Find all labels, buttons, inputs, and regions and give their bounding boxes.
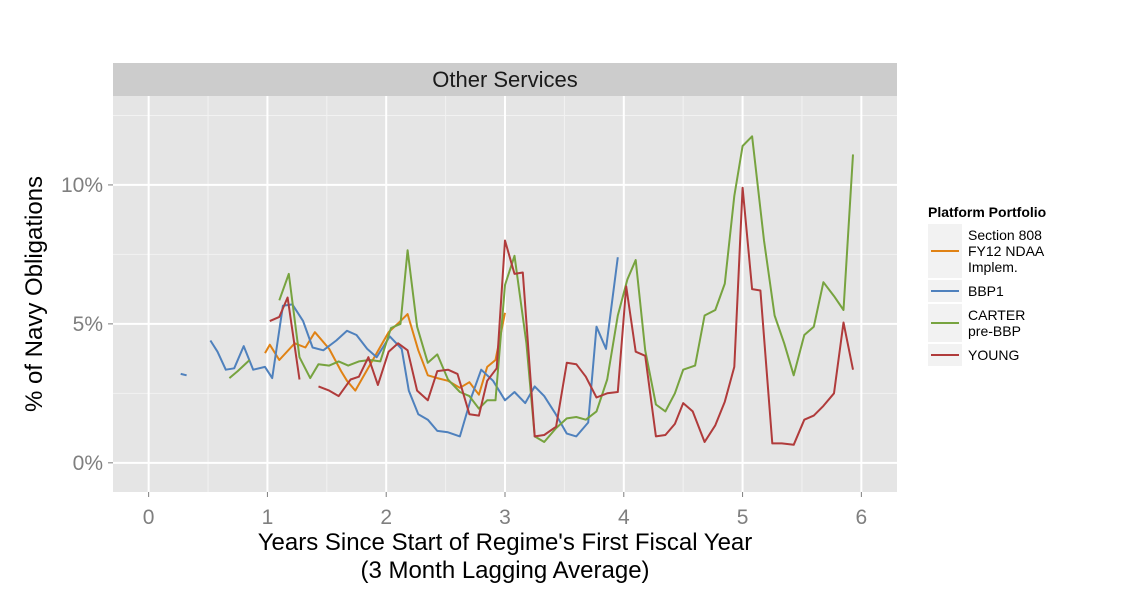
- y-axis-title: % of Navy Obligations: [21, 176, 48, 412]
- y-tick-label: 5%: [73, 313, 103, 336]
- facet-label: Other Services: [432, 67, 578, 92]
- x-tick-label: 0: [143, 506, 155, 529]
- series-layer: [180, 135, 854, 446]
- series-line-carter-pre-bbp: [278, 135, 854, 443]
- legend-label: Section 808: [968, 227, 1042, 243]
- facet-strip: [113, 63, 897, 96]
- x-axis-title: Years Since Start of Regime's First Fisc…: [258, 529, 753, 556]
- x-tick-label: 4: [618, 506, 630, 529]
- legend-label: FY12 NDAA: [968, 243, 1045, 259]
- x-axis-subtitle: (3 Month Lagging Average): [360, 557, 649, 584]
- x-tick-label: 6: [856, 506, 868, 529]
- x-tick-label: 3: [499, 506, 511, 529]
- series-line-bbp1: [180, 372, 187, 377]
- legend-label: Implem.: [968, 259, 1018, 275]
- y-tick-label: 10%: [61, 174, 103, 197]
- legend-label: BBP1: [968, 283, 1004, 299]
- legend-label: YOUNG: [968, 347, 1019, 363]
- y-tick-label: 0%: [73, 452, 103, 475]
- series-line-section-808-fy12-ndaa-implem-: [264, 312, 506, 396]
- x-tick-label: 2: [380, 506, 392, 529]
- y-axis: 0% 5% 10%: [61, 174, 113, 475]
- legend-label: CARTER: [968, 307, 1025, 323]
- series-line-bbp1: [209, 257, 619, 438]
- x-tick-label: 5: [737, 506, 749, 529]
- series-line-carter-pre-bbp: [228, 359, 251, 379]
- x-axis: 0 1 2 3 4 5 6: [143, 492, 867, 529]
- series-line-young: [318, 186, 854, 446]
- legend-label: pre-BBP: [968, 323, 1021, 339]
- legend-title: Platform Portfolio: [928, 204, 1046, 220]
- x-tick-label: 1: [262, 506, 274, 529]
- series-line-young: [269, 296, 301, 380]
